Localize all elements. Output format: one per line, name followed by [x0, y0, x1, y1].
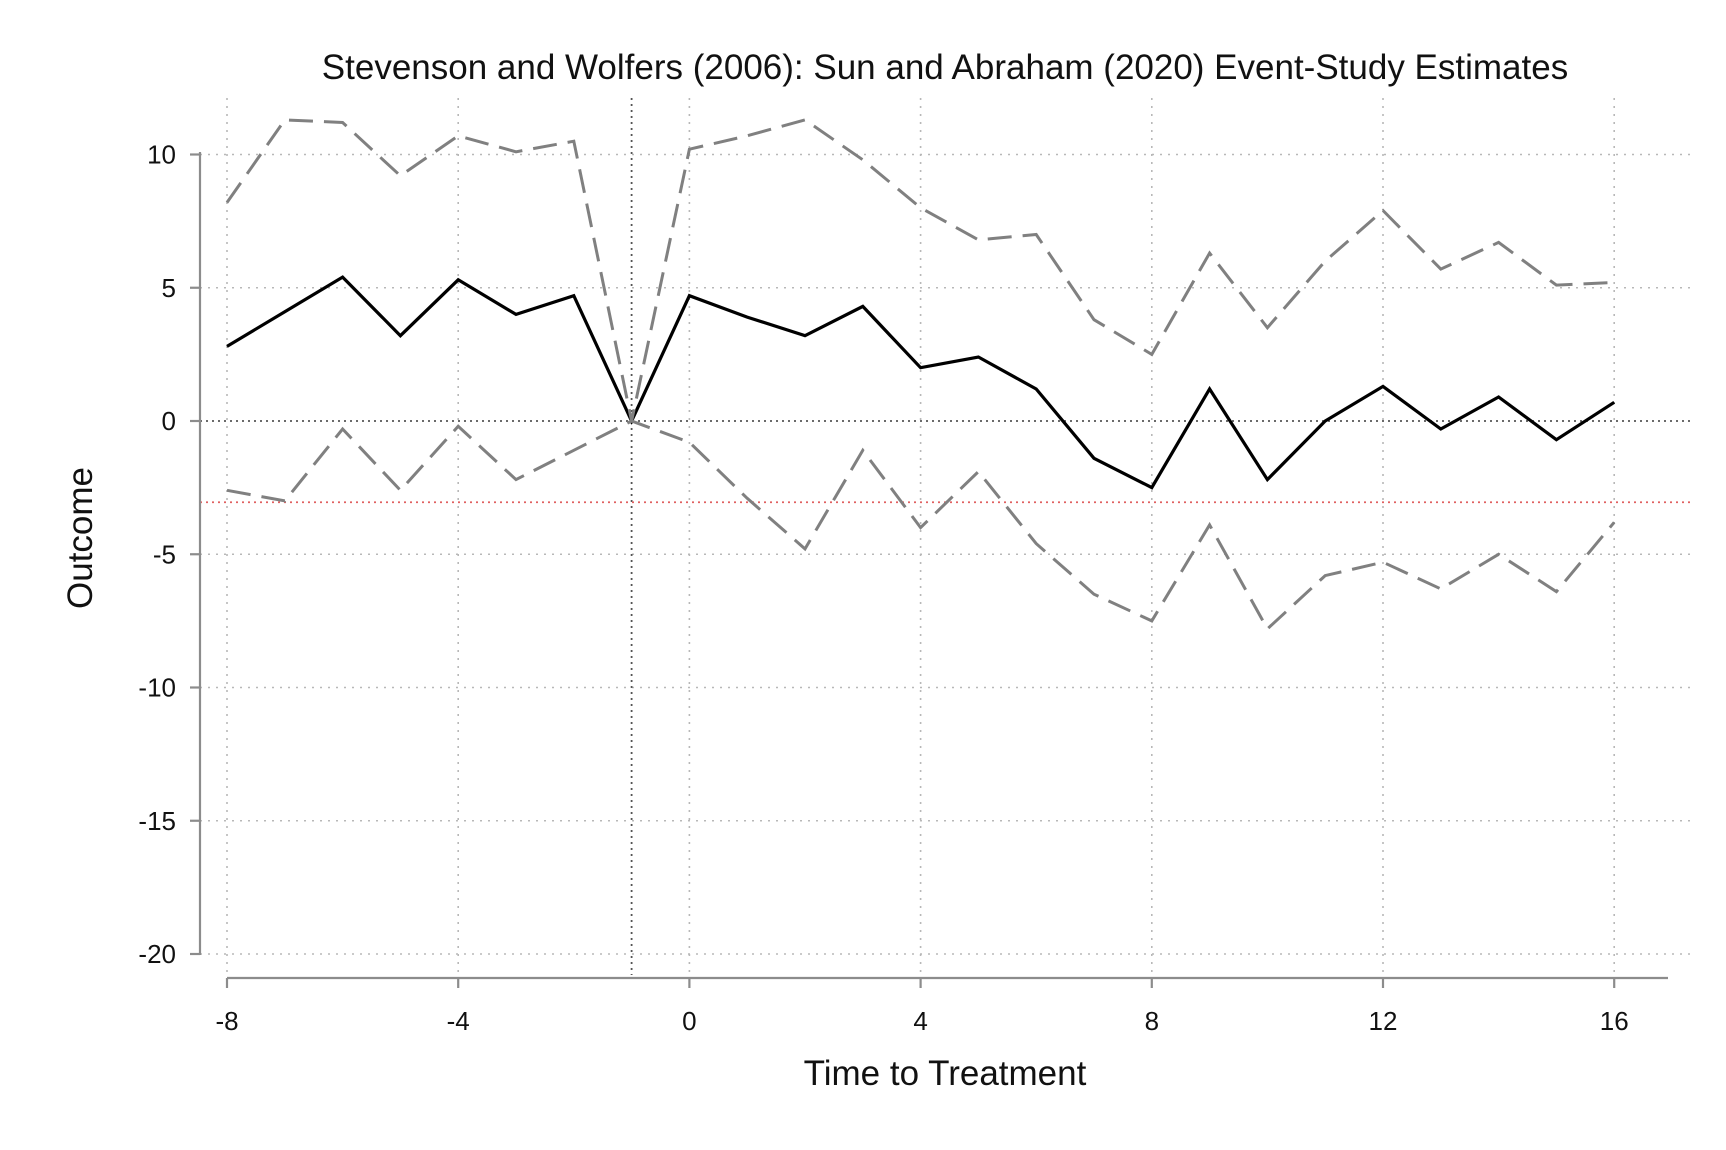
chart-title: Stevenson and Wolfers (2006): Sun and Ab…	[322, 48, 1568, 87]
y-tick-label: 0	[162, 406, 176, 436]
x-tick-label: 0	[682, 1006, 696, 1036]
y-tick-label: -15	[138, 806, 176, 836]
lower-ci-line	[226, 419, 1616, 632]
x-axis-label: Time to Treatment	[804, 1054, 1087, 1093]
x-tick-label: 4	[913, 1006, 927, 1036]
upper-ci-line	[225, 118, 1615, 422]
y-axis-label: Outcome	[61, 467, 100, 609]
x-tick-label: 8	[1145, 1006, 1159, 1036]
y-tick-label: -20	[138, 939, 176, 969]
axes	[190, 152, 1668, 988]
x-tick-label: 12	[1369, 1006, 1398, 1036]
y-tick-label: -5	[153, 539, 176, 569]
y-tick-label: 10	[147, 140, 176, 170]
x-tick-label: -8	[215, 1006, 238, 1036]
y-tick-label: 5	[162, 273, 176, 303]
series-lines	[225, 118, 1616, 632]
x-tick-label: -4	[447, 1006, 470, 1036]
estimate-line	[226, 275, 1616, 490]
y-tick-label: -10	[138, 673, 176, 703]
x-tick-label: 16	[1600, 1006, 1629, 1036]
tick-labels: 10 5 0 -5 -10 -15 -20 -8 -4 0 4 8 12 16	[138, 140, 1628, 1037]
grid-lines	[200, 98, 1690, 975]
reference-lines	[200, 98, 1690, 975]
